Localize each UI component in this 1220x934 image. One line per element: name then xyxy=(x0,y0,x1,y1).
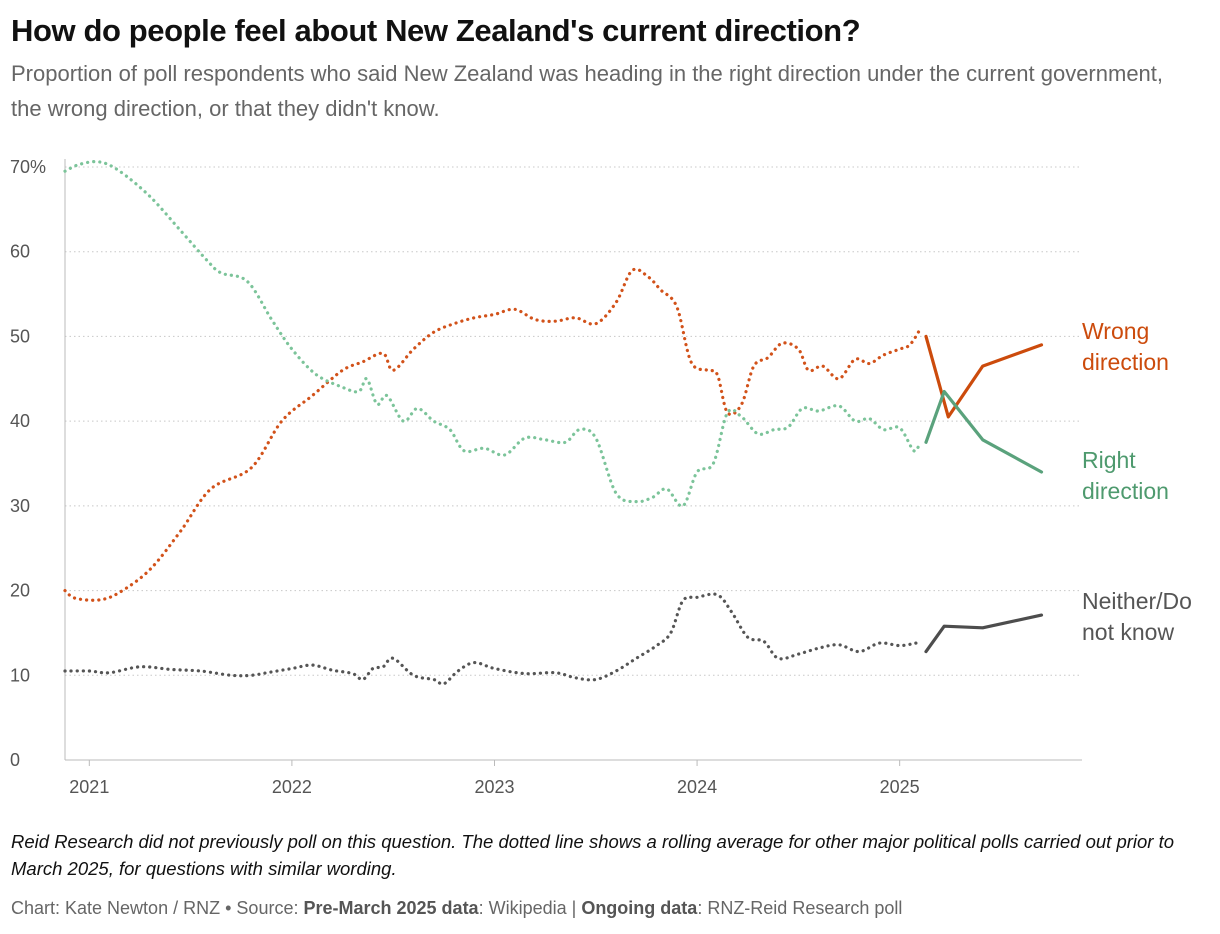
rolling-average-line-wrong-direction xyxy=(63,267,922,602)
axes xyxy=(64,159,1082,761)
rolling-average-line-right-direction xyxy=(63,160,922,508)
y-tick-label-60: 60 xyxy=(10,242,30,262)
y-tick-label-50: 50 xyxy=(10,326,30,346)
series-label-right-direction: Right direction xyxy=(1082,447,1169,504)
credit-pre-value: : Wikipedia | xyxy=(478,898,577,918)
y-tick-label-20: 20 xyxy=(10,581,30,601)
series-label-line: direction xyxy=(1082,478,1169,504)
series-labels: Wrong direction Right direction Neither/Do no… xyxy=(1082,318,1192,645)
chart-note: Reid Research did not previously poll on… xyxy=(11,831,1175,879)
series-label-line: not know xyxy=(1082,619,1174,645)
y-tick-label-30: 30 xyxy=(10,496,30,516)
rolling-average-line-neither-do-not-know xyxy=(63,592,918,686)
y-axis-ticks: 0 10 20 30 40 50 60 70% xyxy=(10,157,46,770)
credit-ongoing-value: : RNZ-Reid Research poll xyxy=(697,898,903,918)
x-tick-label-2021: 2021 xyxy=(69,777,109,797)
poll-line-neither-do-not-know xyxy=(924,613,1044,654)
series-label-line: Wrong xyxy=(1082,318,1149,344)
y-tick-label-70: 70% xyxy=(10,157,46,177)
series-label-line: direction xyxy=(1082,349,1169,375)
y-tick-label-40: 40 xyxy=(10,411,30,431)
series-label-line: Right xyxy=(1082,447,1136,473)
series-lines xyxy=(63,160,1044,686)
x-tick-label-2024: 2024 xyxy=(677,777,717,797)
credit-separator: • xyxy=(225,898,232,918)
chart-credit: Chart: Kate Newton / RNZ • Source: Pre-M… xyxy=(11,898,1211,919)
series-label-neither-do-not-know: Neither/Do not know xyxy=(1082,588,1192,645)
chart-subtitle: Proportion of poll respondents who said … xyxy=(11,61,1164,121)
y-tick-label-10: 10 xyxy=(10,665,30,685)
credit-pre-label: Pre-March 2025 data xyxy=(303,898,479,918)
x-tick-label-2022: 2022 xyxy=(272,777,312,797)
x-tick-label-2023: 2023 xyxy=(474,777,514,797)
poll-line-right-direction xyxy=(924,389,1044,474)
credit-author: Chart: Kate Newton / RNZ xyxy=(11,898,221,918)
x-tick-label-2025: 2025 xyxy=(880,777,920,797)
chart-title: How do people feel about New Zealand's c… xyxy=(11,13,861,48)
y-tick-label-0: 0 xyxy=(10,750,20,770)
credit-ongoing-label: Ongoing data xyxy=(581,898,698,918)
series-label-line: Neither/Do xyxy=(1082,588,1192,614)
x-axis-ticks: 2021 2022 2023 2024 2025 xyxy=(69,760,920,797)
poll-line-wrong-direction xyxy=(924,334,1044,419)
credit-source-prefix: Source: xyxy=(236,898,299,918)
series-label-wrong-direction: Wrong direction xyxy=(1082,318,1169,375)
line-chart: 0 10 20 30 40 50 60 70% 2021 2022 2023 2024 2025 Wr… xyxy=(10,157,1192,797)
gridlines xyxy=(65,166,1082,676)
